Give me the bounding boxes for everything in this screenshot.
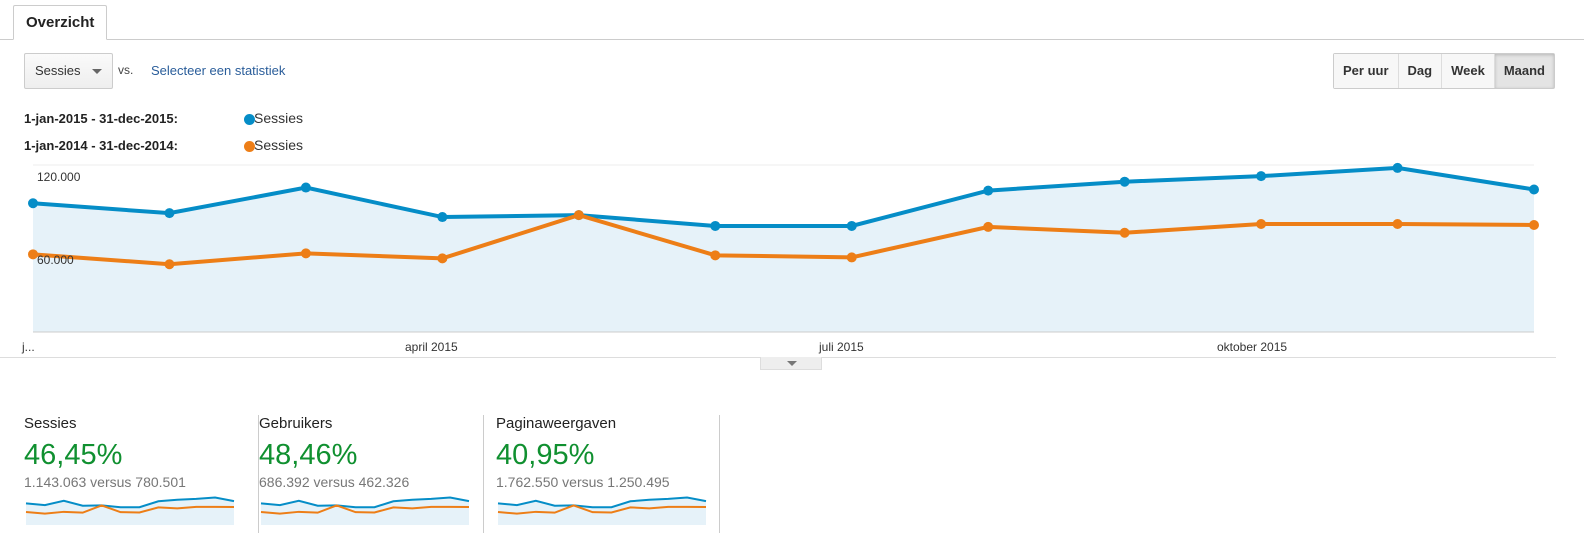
area-fill bbox=[26, 497, 234, 525]
data-point bbox=[710, 220, 721, 231]
data-point bbox=[846, 252, 857, 263]
data-point bbox=[300, 248, 311, 259]
card-compare: 686.392 versus 462.326 bbox=[259, 474, 410, 490]
data-point bbox=[1392, 162, 1403, 173]
scorecard-gebruikers[interactable]: Gebruikers 48,46% 686.392 versus 462.326 bbox=[259, 415, 484, 533]
per-uur-button[interactable]: Per uur bbox=[1334, 54, 1399, 88]
data-point bbox=[573, 210, 584, 221]
tab-overzicht[interactable]: Overzicht bbox=[13, 5, 108, 40]
legend-range-2015: 1-jan-2015 - 31-dec-2015: bbox=[24, 111, 178, 126]
data-point bbox=[437, 212, 448, 223]
card-title: Sessies bbox=[24, 415, 77, 432]
blue-dot-icon bbox=[244, 114, 255, 125]
card-percent: 40,95% bbox=[496, 439, 595, 471]
data-point bbox=[1392, 219, 1403, 230]
data-point bbox=[846, 220, 857, 231]
series-line-1 bbox=[260, 504, 470, 515]
series-line-0 bbox=[260, 496, 470, 509]
collapse-chart-handle[interactable] bbox=[760, 357, 822, 370]
data-point bbox=[164, 259, 175, 270]
data-point bbox=[437, 253, 448, 264]
chevron-down-icon bbox=[92, 69, 102, 74]
x-tick-label: oktober 2015 bbox=[1217, 340, 1288, 354]
metric-select-value: Sessies bbox=[35, 63, 81, 78]
data-point bbox=[983, 221, 994, 232]
area-fill bbox=[261, 497, 469, 525]
legend-label: Sessies bbox=[254, 110, 304, 126]
data-point bbox=[710, 250, 721, 261]
data-point bbox=[1119, 176, 1130, 187]
scorecard-sessies[interactable]: Sessies 46,45% 1.143.063 versus 780.501 bbox=[24, 415, 259, 533]
x-tick-label: april 2015 bbox=[405, 340, 458, 354]
card-title: Gebruikers bbox=[259, 415, 333, 432]
series-line-1 bbox=[497, 504, 707, 515]
sparkline bbox=[260, 496, 470, 525]
card-title: Paginaweergaven bbox=[496, 415, 617, 432]
data-point bbox=[300, 182, 311, 193]
series-line-1 bbox=[32, 213, 1535, 267]
maand-button[interactable]: Maand bbox=[1494, 54, 1554, 88]
chevron-down-icon bbox=[787, 361, 797, 366]
series-line-1 bbox=[25, 504, 235, 515]
select-metric-link[interactable]: Selecteer een statistiek bbox=[151, 63, 286, 78]
sessions-line-chart[interactable] bbox=[0, 150, 1584, 350]
data-point bbox=[164, 208, 175, 219]
legend-label: Sessies bbox=[254, 137, 304, 153]
scorecard-paginaweergaven[interactable]: Paginaweergaven 40,95% 1.762.550 versus … bbox=[496, 415, 720, 533]
tab-bar: Overzicht bbox=[0, 0, 1584, 40]
data-point bbox=[28, 249, 38, 260]
card-compare: 1.762.550 versus 1.250.495 bbox=[496, 474, 670, 490]
series-line-0 bbox=[32, 165, 1535, 228]
metric-select[interactable]: Sessies bbox=[24, 53, 113, 89]
data-point bbox=[1119, 227, 1130, 238]
area-fill bbox=[33, 167, 1534, 332]
data-point bbox=[28, 198, 38, 209]
y-tick-label: 120.000 bbox=[37, 170, 81, 184]
data-point bbox=[1256, 219, 1267, 230]
x-tick-label: j... bbox=[22, 340, 35, 354]
data-point bbox=[1256, 171, 1267, 182]
x-tick-label: juli 2015 bbox=[819, 340, 864, 354]
sparkline bbox=[497, 496, 707, 525]
granularity-buttons: Per uur Dag Week Maand bbox=[1333, 53, 1555, 89]
card-compare: 1.143.063 versus 780.501 bbox=[24, 474, 186, 490]
y-tick-label: 60.000 bbox=[37, 253, 74, 267]
data-point bbox=[1529, 184, 1539, 195]
sparkline bbox=[25, 496, 235, 525]
series-line-0 bbox=[25, 496, 235, 509]
legend-item-2014[interactable]: Sessies bbox=[244, 137, 304, 153]
vs-label: vs. bbox=[118, 63, 134, 77]
orange-dot-icon bbox=[244, 141, 255, 152]
data-point bbox=[1529, 219, 1539, 230]
week-button[interactable]: Week bbox=[1442, 54, 1495, 88]
legend-item-2015[interactable]: Sessies bbox=[244, 110, 304, 126]
card-percent: 46,45% bbox=[24, 439, 123, 471]
card-percent: 48,46% bbox=[259, 439, 358, 471]
series-line-0 bbox=[497, 496, 707, 509]
dag-button[interactable]: Dag bbox=[1398, 54, 1443, 88]
area-fill bbox=[498, 497, 706, 525]
data-point bbox=[983, 185, 994, 196]
legend-range-2014: 1-jan-2014 - 31-dec-2014: bbox=[24, 138, 178, 153]
